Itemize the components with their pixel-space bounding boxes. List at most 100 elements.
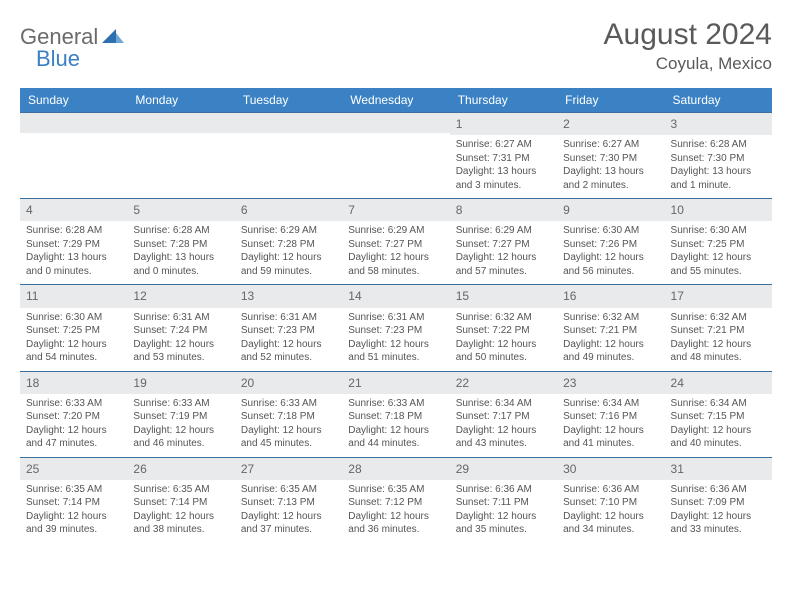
day-content: Sunrise: 6:33 AMSunset: 7:19 PMDaylight:… — [127, 394, 234, 457]
sunset-text: Sunset: 7:10 PM — [563, 496, 658, 510]
sunrise-text: Sunrise: 6:32 AM — [671, 311, 766, 325]
sunrise-text: Sunrise: 6:29 AM — [241, 224, 336, 238]
day-cell — [20, 113, 127, 199]
day-content: Sunrise: 6:35 AMSunset: 7:13 PMDaylight:… — [235, 480, 342, 543]
day-number: 20 — [235, 372, 342, 394]
daylight-text: Daylight: 12 hours and 43 minutes. — [456, 424, 551, 451]
week-row: 4Sunrise: 6:28 AMSunset: 7:29 PMDaylight… — [20, 199, 772, 285]
day-cell: 5Sunrise: 6:28 AMSunset: 7:28 PMDaylight… — [127, 199, 234, 285]
day-cell: 22Sunrise: 6:34 AMSunset: 7:17 PMDayligh… — [450, 371, 557, 457]
day-cell: 28Sunrise: 6:35 AMSunset: 7:12 PMDayligh… — [342, 457, 449, 543]
sunset-text: Sunset: 7:27 PM — [456, 238, 551, 252]
day-cell: 16Sunrise: 6:32 AMSunset: 7:21 PMDayligh… — [557, 285, 664, 371]
day-content: Sunrise: 6:33 AMSunset: 7:18 PMDaylight:… — [342, 394, 449, 457]
day-cell: 24Sunrise: 6:34 AMSunset: 7:15 PMDayligh… — [665, 371, 772, 457]
daylight-text: Daylight: 13 hours and 0 minutes. — [26, 251, 121, 278]
sunrise-text: Sunrise: 6:36 AM — [671, 483, 766, 497]
day-number: 24 — [665, 372, 772, 394]
daylight-text: Daylight: 12 hours and 51 minutes. — [348, 338, 443, 365]
day-cell: 3Sunrise: 6:28 AMSunset: 7:30 PMDaylight… — [665, 113, 772, 199]
day-number: 15 — [450, 285, 557, 307]
daylight-text: Daylight: 13 hours and 0 minutes. — [133, 251, 228, 278]
logo-text-blue: Blue — [36, 46, 80, 71]
day-cell: 11Sunrise: 6:30 AMSunset: 7:25 PMDayligh… — [20, 285, 127, 371]
sunrise-text: Sunrise: 6:29 AM — [456, 224, 551, 238]
day-header: Wednesday — [342, 88, 449, 112]
week-row: 25Sunrise: 6:35 AMSunset: 7:14 PMDayligh… — [20, 457, 772, 543]
daylight-text: Daylight: 12 hours and 57 minutes. — [456, 251, 551, 278]
month-title: August 2024 — [604, 18, 772, 52]
day-content: Sunrise: 6:35 AMSunset: 7:14 PMDaylight:… — [20, 480, 127, 543]
day-cell: 21Sunrise: 6:33 AMSunset: 7:18 PMDayligh… — [342, 371, 449, 457]
daylight-text: Daylight: 12 hours and 33 minutes. — [671, 510, 766, 537]
sunset-text: Sunset: 7:23 PM — [241, 324, 336, 338]
sunset-text: Sunset: 7:27 PM — [348, 238, 443, 252]
daylight-text: Daylight: 12 hours and 56 minutes. — [563, 251, 658, 278]
daylight-text: Daylight: 13 hours and 3 minutes. — [456, 165, 551, 192]
day-content: Sunrise: 6:33 AMSunset: 7:20 PMDaylight:… — [20, 394, 127, 457]
day-cell: 18Sunrise: 6:33 AMSunset: 7:20 PMDayligh… — [20, 371, 127, 457]
sunrise-text: Sunrise: 6:32 AM — [563, 311, 658, 325]
sunset-text: Sunset: 7:13 PM — [241, 496, 336, 510]
day-cell — [127, 113, 234, 199]
daylight-text: Daylight: 12 hours and 45 minutes. — [241, 424, 336, 451]
sunset-text: Sunset: 7:28 PM — [133, 238, 228, 252]
day-content: Sunrise: 6:31 AMSunset: 7:23 PMDaylight:… — [342, 308, 449, 371]
day-number: 17 — [665, 285, 772, 307]
day-cell: 19Sunrise: 6:33 AMSunset: 7:19 PMDayligh… — [127, 371, 234, 457]
location: Coyula, Mexico — [604, 54, 772, 74]
day-content: Sunrise: 6:27 AMSunset: 7:31 PMDaylight:… — [450, 135, 557, 198]
day-content: Sunrise: 6:31 AMSunset: 7:23 PMDaylight:… — [235, 308, 342, 371]
daylight-text: Daylight: 12 hours and 39 minutes. — [26, 510, 121, 537]
day-number: 13 — [235, 285, 342, 307]
sunset-text: Sunset: 7:16 PM — [563, 410, 658, 424]
sunset-text: Sunset: 7:25 PM — [671, 238, 766, 252]
sunset-text: Sunset: 7:09 PM — [671, 496, 766, 510]
day-content: Sunrise: 6:28 AMSunset: 7:30 PMDaylight:… — [665, 135, 772, 198]
day-cell: 29Sunrise: 6:36 AMSunset: 7:11 PMDayligh… — [450, 457, 557, 543]
daylight-text: Daylight: 12 hours and 48 minutes. — [671, 338, 766, 365]
calendar-body: 1Sunrise: 6:27 AMSunset: 7:31 PMDaylight… — [20, 112, 772, 543]
sunset-text: Sunset: 7:29 PM — [26, 238, 121, 252]
day-content — [20, 133, 127, 191]
day-content — [127, 133, 234, 191]
sunset-text: Sunset: 7:24 PM — [133, 324, 228, 338]
sunset-text: Sunset: 7:11 PM — [456, 496, 551, 510]
day-number: 25 — [20, 458, 127, 480]
sunset-text: Sunset: 7:26 PM — [563, 238, 658, 252]
day-cell: 26Sunrise: 6:35 AMSunset: 7:14 PMDayligh… — [127, 457, 234, 543]
sunset-text: Sunset: 7:14 PM — [26, 496, 121, 510]
day-cell — [342, 113, 449, 199]
day-number: 29 — [450, 458, 557, 480]
day-number — [127, 113, 234, 133]
sunrise-text: Sunrise: 6:33 AM — [133, 397, 228, 411]
daylight-text: Daylight: 12 hours and 37 minutes. — [241, 510, 336, 537]
title-block: August 2024 Coyula, Mexico — [604, 18, 772, 74]
sunset-text: Sunset: 7:19 PM — [133, 410, 228, 424]
day-number: 7 — [342, 199, 449, 221]
day-cell: 9Sunrise: 6:30 AMSunset: 7:26 PMDaylight… — [557, 199, 664, 285]
day-cell: 14Sunrise: 6:31 AMSunset: 7:23 PMDayligh… — [342, 285, 449, 371]
day-number: 11 — [20, 285, 127, 307]
sunrise-text: Sunrise: 6:33 AM — [348, 397, 443, 411]
day-header: Thursday — [450, 88, 557, 112]
day-number — [342, 113, 449, 133]
day-content: Sunrise: 6:36 AMSunset: 7:11 PMDaylight:… — [450, 480, 557, 543]
day-number: 3 — [665, 113, 772, 135]
day-content: Sunrise: 6:32 AMSunset: 7:22 PMDaylight:… — [450, 308, 557, 371]
daylight-text: Daylight: 12 hours and 58 minutes. — [348, 251, 443, 278]
daylight-text: Daylight: 13 hours and 2 minutes. — [563, 165, 658, 192]
sunrise-text: Sunrise: 6:35 AM — [241, 483, 336, 497]
day-header-row: Sunday Monday Tuesday Wednesday Thursday… — [20, 88, 772, 112]
daylight-text: Daylight: 13 hours and 1 minute. — [671, 165, 766, 192]
day-content: Sunrise: 6:32 AMSunset: 7:21 PMDaylight:… — [557, 308, 664, 371]
sunset-text: Sunset: 7:30 PM — [671, 152, 766, 166]
daylight-text: Daylight: 12 hours and 36 minutes. — [348, 510, 443, 537]
sunset-text: Sunset: 7:21 PM — [563, 324, 658, 338]
day-number: 1 — [450, 113, 557, 135]
day-content: Sunrise: 6:29 AMSunset: 7:27 PMDaylight:… — [450, 221, 557, 284]
day-number: 16 — [557, 285, 664, 307]
sunset-text: Sunset: 7:28 PM — [241, 238, 336, 252]
day-number: 22 — [450, 372, 557, 394]
daylight-text: Daylight: 12 hours and 53 minutes. — [133, 338, 228, 365]
